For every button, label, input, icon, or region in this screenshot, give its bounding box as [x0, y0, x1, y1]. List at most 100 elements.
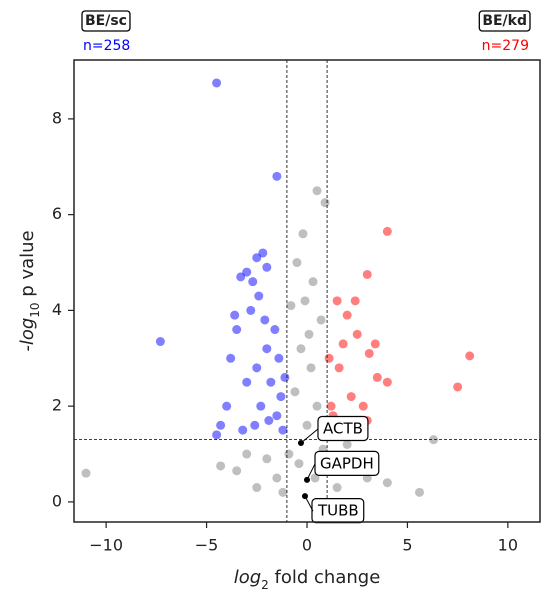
point	[312, 186, 322, 196]
x-tick-label: −5	[195, 536, 219, 555]
point	[324, 353, 334, 363]
point	[248, 277, 258, 287]
point	[334, 363, 344, 373]
group-label: BE/kd	[482, 13, 527, 29]
point	[216, 461, 226, 471]
point	[260, 315, 270, 325]
y-tick-label: 2	[52, 396, 62, 415]
point	[272, 473, 282, 483]
point	[266, 377, 276, 387]
ylabel-part: -log	[17, 318, 38, 352]
point	[238, 425, 248, 435]
point	[250, 420, 260, 430]
point	[372, 372, 382, 382]
point	[286, 301, 296, 311]
point	[332, 483, 342, 493]
group-label-box	[81, 10, 131, 32]
gene-label-box	[314, 450, 380, 476]
point	[294, 459, 304, 469]
point	[232, 325, 242, 335]
plot-frame	[73, 59, 541, 523]
ylabel: -log10 p value	[17, 230, 42, 351]
xlabel-part: fold change	[269, 567, 380, 588]
gene-label: ACTB	[323, 420, 363, 438]
point	[258, 248, 268, 258]
point	[254, 291, 264, 301]
point	[338, 339, 348, 349]
gene-label: GAPDH	[320, 454, 374, 472]
point	[242, 267, 252, 277]
point	[270, 325, 280, 335]
x-tick-label: −10	[89, 536, 123, 555]
point	[274, 353, 284, 363]
point	[296, 344, 306, 354]
point	[346, 392, 356, 402]
y-tick-label: 8	[52, 108, 62, 127]
point	[236, 272, 246, 282]
point	[226, 353, 236, 363]
group-label-box	[478, 10, 531, 32]
point	[232, 466, 242, 476]
point	[252, 363, 262, 373]
point	[262, 344, 272, 354]
point	[252, 253, 262, 263]
point	[364, 348, 374, 358]
point	[278, 425, 288, 435]
point	[382, 478, 392, 488]
gene-label: TUBB	[317, 502, 359, 520]
point	[264, 416, 274, 426]
gene-connector	[300, 428, 319, 444]
group-label: BE/sc	[85, 13, 127, 29]
point	[276, 392, 286, 402]
group-count: n=258	[83, 38, 130, 54]
xlabel-part: log	[234, 567, 261, 588]
point	[358, 401, 368, 411]
point	[262, 262, 272, 272]
point	[280, 372, 290, 382]
point	[465, 351, 475, 361]
point	[370, 339, 380, 349]
point	[332, 296, 342, 306]
xlabel: log2 fold change	[234, 567, 381, 592]
point	[81, 468, 91, 478]
point	[278, 487, 288, 497]
point	[312, 401, 322, 411]
y-tick-label: 0	[52, 491, 62, 510]
point	[352, 329, 362, 339]
point	[414, 487, 424, 497]
point	[453, 382, 463, 392]
point	[246, 305, 256, 315]
gene-connector	[304, 495, 314, 512]
point	[292, 258, 302, 268]
point	[316, 315, 326, 325]
point	[326, 401, 336, 411]
x-tick-label: 10	[498, 536, 518, 555]
point	[242, 449, 252, 459]
gene-label-box	[317, 415, 369, 442]
point	[320, 198, 330, 208]
point	[350, 296, 360, 306]
point	[382, 377, 392, 387]
point	[298, 229, 308, 239]
point	[272, 411, 282, 421]
y-tick-label: 6	[52, 204, 62, 223]
point	[342, 439, 352, 449]
point	[308, 277, 318, 287]
point	[342, 310, 352, 320]
point	[306, 363, 316, 373]
ylabel-part: 10	[28, 302, 42, 317]
ylabel-part: p value	[17, 230, 38, 302]
point	[230, 310, 240, 320]
xlabel-part: 2	[261, 578, 269, 592]
point	[212, 78, 222, 88]
point	[216, 420, 226, 430]
point	[256, 401, 266, 411]
y-tick-label: 4	[52, 300, 62, 319]
point	[429, 435, 439, 445]
point	[262, 454, 272, 464]
point	[310, 473, 320, 483]
x-tick-label: 0	[302, 536, 312, 555]
point	[212, 430, 222, 440]
point	[362, 269, 372, 279]
